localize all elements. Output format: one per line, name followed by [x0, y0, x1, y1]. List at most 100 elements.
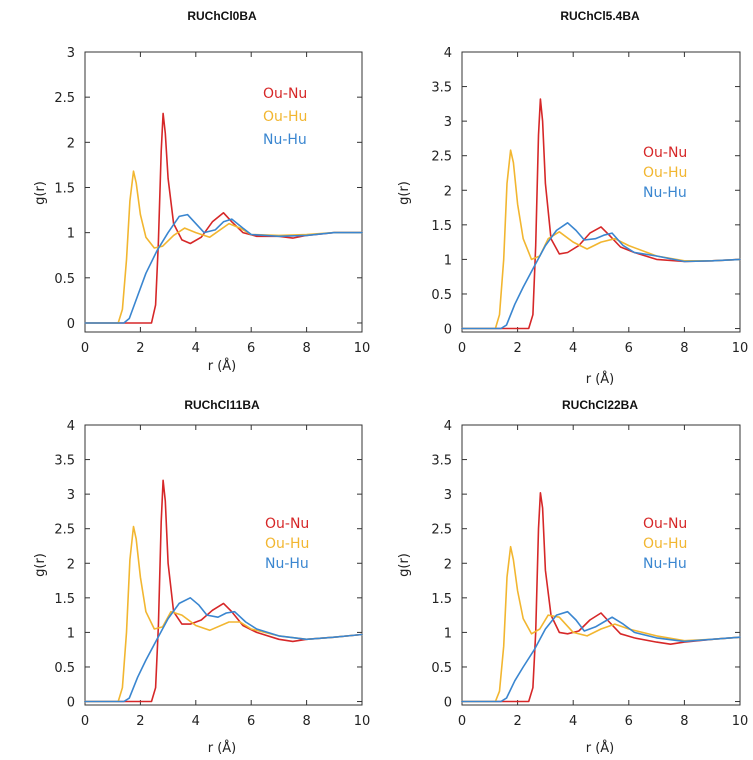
x-tick-label: 4 — [192, 341, 200, 356]
y-tick-label: 0.5 — [431, 661, 452, 676]
x-tick-label: 4 — [569, 341, 577, 356]
y-tick-label: 0.5 — [54, 661, 75, 676]
panel-3: RUChCl22BA r (Å) g(r) Ou-Nu Ou-Hu Nu-Hu … — [397, 398, 748, 756]
x-tick-label: 10 — [354, 714, 371, 729]
y-tick-label: 4 — [67, 419, 75, 434]
x-tick-label: 4 — [192, 714, 200, 729]
x-tick-label: 8 — [302, 341, 310, 356]
y-tick-label: 0.5 — [431, 288, 452, 303]
legend-label-nu-hu: Nu-Hu — [643, 556, 687, 572]
y-tick-label: 0 — [444, 696, 452, 711]
x-tick-label: 10 — [732, 341, 749, 356]
legend: Ou-Nu Ou-Hu Nu-Hu — [265, 516, 309, 572]
legend-label-ou-nu: Ou-Nu — [643, 516, 687, 532]
y-tick-label: 2 — [444, 184, 452, 199]
x-tick-label: 0 — [81, 714, 89, 729]
legend-label-ou-hu: Ou-Hu — [265, 536, 309, 552]
legend: Ou-Nu Ou-Hu Nu-Hu — [263, 86, 307, 148]
legend-label-nu-hu: Nu-Hu — [643, 185, 687, 201]
series-line-ou-nu — [461, 491, 741, 703]
legend-label-ou-nu: Ou-Nu — [643, 145, 687, 161]
series-line-nu-hu — [84, 596, 363, 703]
y-tick-label: 2 — [444, 557, 452, 572]
legend-label-nu-hu: Nu-Hu — [265, 556, 309, 572]
chart-title: RUChCl11BA — [184, 398, 260, 412]
x-tick-label: 2 — [136, 714, 144, 729]
series-line-ou-nu — [84, 479, 363, 703]
legend-label-ou-nu: Ou-Nu — [263, 86, 307, 102]
y-tick-label: 3 — [444, 115, 452, 130]
y-tick-label: 1.5 — [431, 219, 452, 234]
plot-frame — [461, 424, 741, 706]
y-tick-label: 2 — [67, 557, 75, 572]
plot-frame — [84, 424, 363, 706]
chart-title: RUChCl5.4BA — [560, 9, 640, 23]
series-line-ou-hu — [84, 525, 363, 703]
panel-0: RUChCl0BA r (Å) g(r) Ou-Nu Ou-Hu Nu-Hu 0… — [33, 9, 370, 374]
x-tick-label: 6 — [625, 341, 633, 356]
legend-label-ou-hu: Ou-Hu — [643, 536, 687, 552]
x-tick-label: 8 — [302, 714, 310, 729]
plot-frame — [461, 51, 741, 333]
y-tick-label: 1 — [444, 253, 452, 268]
y-tick-label: 3 — [67, 488, 75, 503]
y-tick-label: 2.5 — [54, 523, 75, 538]
y-axis-label: g(r) — [397, 553, 412, 577]
y-tick-label: 3 — [444, 488, 452, 503]
y-tick-label: 2.5 — [54, 91, 75, 106]
x-tick-label: 6 — [625, 714, 633, 729]
y-tick-label: 1 — [67, 227, 75, 242]
x-tick-label: 8 — [680, 714, 688, 729]
y-tick-label: 1.5 — [431, 592, 452, 607]
y-axis-label: g(r) — [33, 553, 48, 577]
y-tick-label: 2.5 — [431, 523, 452, 538]
legend-label-ou-hu: Ou-Hu — [263, 109, 307, 125]
series-line-ou-hu — [461, 149, 741, 330]
y-axis-label: g(r) — [397, 181, 412, 205]
y-tick-label: 2 — [67, 136, 75, 151]
y-tick-label: 1.5 — [54, 592, 75, 607]
series-line-nu-hu — [461, 610, 741, 703]
legend: Ou-Nu Ou-Hu Nu-Hu — [643, 516, 687, 572]
y-tick-label: 0.5 — [54, 272, 75, 287]
series-line-ou-hu — [84, 170, 363, 324]
y-tick-label: 4 — [444, 46, 452, 61]
x-tick-label: 4 — [569, 714, 577, 729]
legend-label-ou-hu: Ou-Hu — [643, 165, 687, 181]
y-tick-label: 1 — [67, 626, 75, 641]
series-line-nu-hu — [461, 222, 741, 330]
series-line-nu-hu — [84, 213, 363, 324]
chart-title: RUChCl22BA — [562, 398, 638, 412]
x-tick-label: 2 — [513, 714, 521, 729]
y-tick-label: 4 — [444, 419, 452, 434]
y-axis-label: g(r) — [33, 181, 48, 205]
legend-label-nu-hu: Nu-Hu — [263, 132, 307, 148]
x-axis-label: r (Å) — [208, 358, 237, 374]
y-tick-label: 3.5 — [431, 454, 452, 469]
y-tick-label: 1.5 — [54, 181, 75, 196]
y-tick-label: 0 — [444, 323, 452, 338]
x-axis-label: r (Å) — [586, 371, 615, 387]
y-tick-label: 0 — [67, 696, 75, 711]
x-tick-label: 6 — [247, 714, 255, 729]
x-tick-label: 10 — [732, 714, 749, 729]
plot-frame — [84, 51, 363, 333]
y-tick-label: 2.5 — [431, 150, 452, 165]
chart-title: RUChCl0BA — [187, 9, 257, 23]
x-tick-label: 6 — [247, 341, 255, 356]
y-tick-label: 3.5 — [54, 454, 75, 469]
x-tick-label: 0 — [458, 714, 466, 729]
x-tick-label: 0 — [81, 341, 89, 356]
x-tick-label: 2 — [136, 341, 144, 356]
y-tick-label: 3 — [67, 46, 75, 61]
panel-2: RUChCl11BA r (Å) g(r) Ou-Nu Ou-Hu Nu-Hu … — [33, 398, 370, 756]
y-tick-label: 1 — [444, 626, 452, 641]
legend: Ou-Nu Ou-Hu Nu-Hu — [643, 145, 687, 201]
series-line-ou-nu — [84, 112, 363, 324]
panel-1: RUChCl5.4BA r (Å) g(r) Ou-Nu Ou-Hu Nu-Hu… — [397, 9, 748, 387]
y-tick-label: 0 — [67, 317, 75, 332]
x-axis-label: r (Å) — [586, 740, 615, 756]
x-tick-label: 10 — [354, 341, 371, 356]
x-tick-label: 0 — [458, 341, 466, 356]
